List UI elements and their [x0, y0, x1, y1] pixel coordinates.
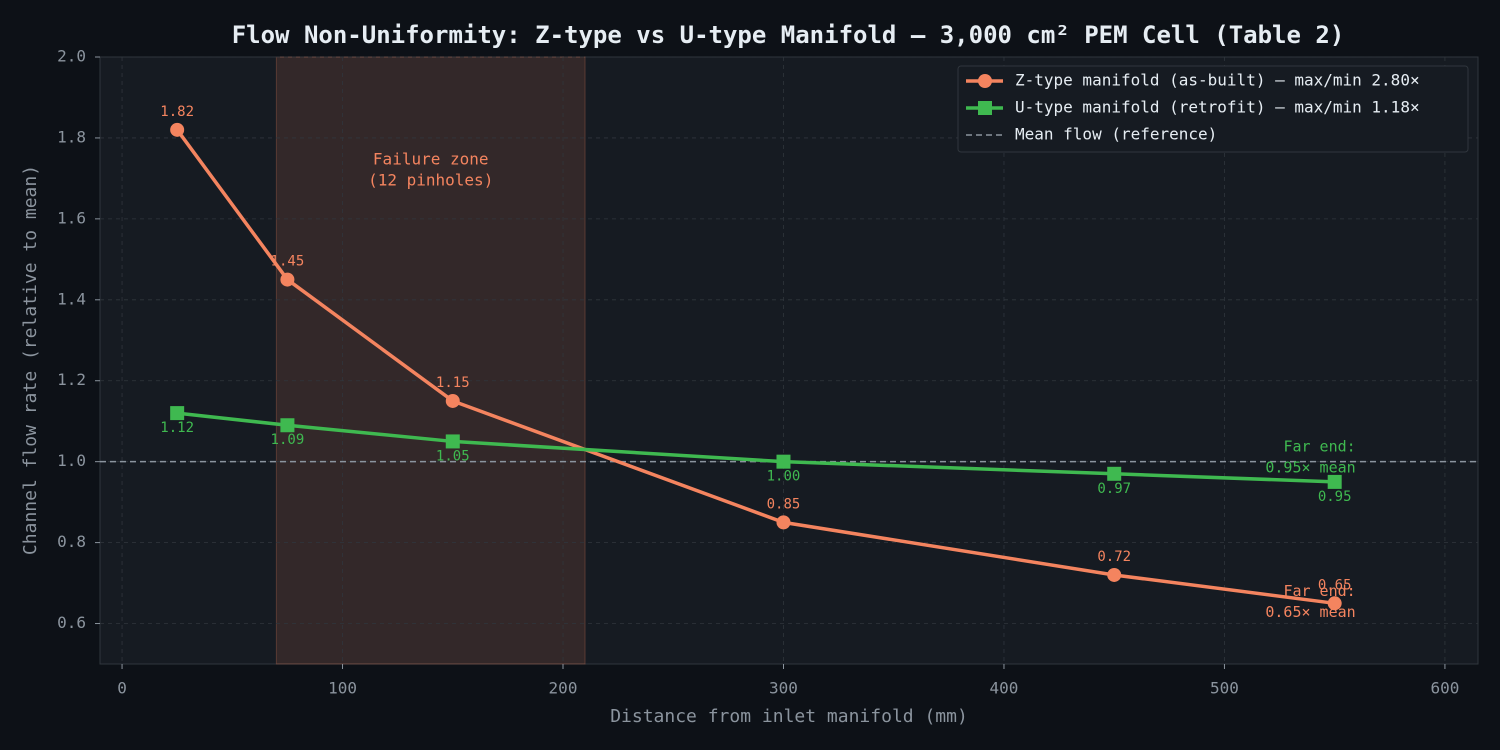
y-tick-label: 1.6	[57, 208, 86, 227]
marker	[170, 406, 185, 421]
annotation: Far end:	[1283, 582, 1355, 600]
y-tick-label: 1.8	[57, 127, 86, 146]
shaded-region	[275, 56, 586, 665]
value-label: 0.97	[1097, 481, 1131, 497]
legend-label: U-type manifold (retrofit) — max/min 1.1…	[1015, 98, 1420, 117]
y-tick-label: 0.8	[57, 532, 86, 551]
x-tick-label: 400	[990, 679, 1019, 698]
value-label: 1.45	[271, 254, 305, 270]
y-axis-label: Channel flow rate (relative to mean)	[20, 165, 41, 555]
legend-label: Z-type manifold (as-built) — max/min 2.8…	[1015, 71, 1420, 90]
plot-area	[99, 56, 1479, 665]
value-label: 1.12	[160, 420, 194, 436]
x-tick-label: 300	[769, 679, 798, 698]
value-label: 1.15	[436, 375, 470, 391]
marker	[1327, 474, 1342, 489]
annotation: Far end:	[1283, 437, 1355, 455]
legend-label: Mean flow (reference)	[1015, 125, 1217, 144]
legend-marker	[978, 101, 992, 115]
value-label: 1.82	[160, 104, 194, 120]
legend-box	[957, 65, 1469, 153]
y-tick-label: 1.0	[57, 451, 86, 470]
x-tick-label: 500	[1210, 679, 1239, 698]
marker	[445, 434, 460, 449]
marker	[280, 418, 295, 433]
annotation: 0.95× mean	[1265, 458, 1355, 476]
value-label: 0.95	[1318, 489, 1352, 505]
series-line	[176, 411, 1335, 484]
legend-marker	[978, 74, 992, 88]
value-label: 0.85	[767, 496, 801, 512]
marker	[1327, 596, 1342, 611]
x-axis-label: Distance from inlet manifold (mm)	[610, 706, 968, 727]
region-label: (12 pinholes)	[368, 171, 493, 190]
y-tick-label: 0.6	[57, 613, 86, 632]
value-label: 1.09	[271, 432, 305, 448]
x-tick-label: 0	[117, 679, 127, 698]
x-tick-label: 200	[549, 679, 578, 698]
region-label: Failure zone	[373, 150, 489, 169]
plot: Failure zone (12 pinholes) 0.6 0.8 1.0 1.2 1.4…	[57, 47, 1478, 698]
marker	[776, 454, 791, 469]
y-tick-label: 2.0	[57, 47, 86, 66]
marker	[1107, 466, 1122, 481]
chart-title: Flow Non-Uniformity: Z-type vs U-type Ma…	[232, 21, 1345, 49]
value-label: 1.05	[436, 448, 470, 464]
marker	[280, 272, 295, 287]
value-label: 1.00	[767, 469, 801, 485]
x-tick-label: 600	[1430, 679, 1459, 698]
x-tick-label: 100	[328, 679, 357, 698]
marker	[776, 515, 791, 530]
annotation: 0.65× mean	[1265, 603, 1355, 621]
y-tick-label: 1.4	[57, 289, 86, 308]
value-label: 0.72	[1097, 549, 1131, 565]
series-line	[175, 128, 1335, 606]
value-label: 0.65	[1318, 577, 1352, 593]
marker	[1107, 567, 1122, 582]
marker	[445, 393, 460, 408]
marker	[170, 122, 185, 137]
y-tick-label: 1.2	[57, 370, 86, 389]
